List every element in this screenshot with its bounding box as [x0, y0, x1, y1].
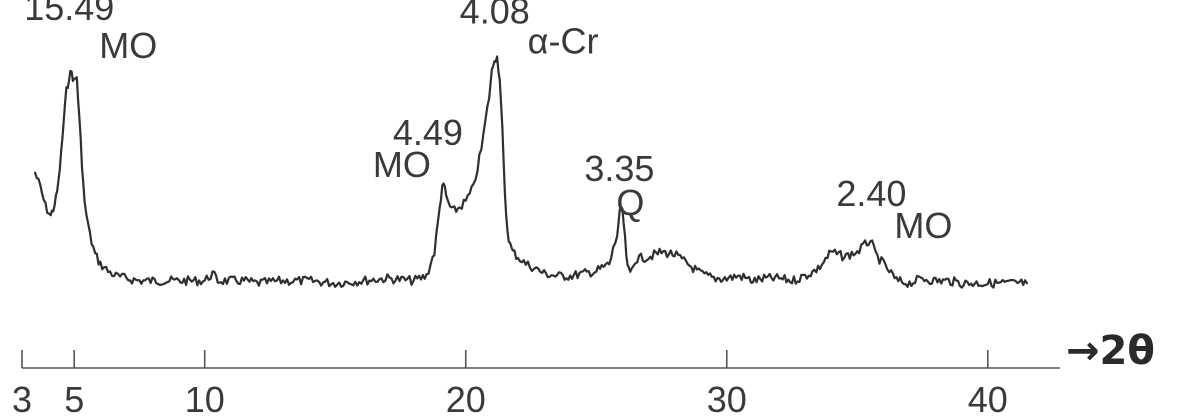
diffraction-trace: [34, 55, 1028, 289]
x-tick-label: 3: [12, 379, 32, 416]
peak-d-spacing-label: 2.40: [836, 173, 906, 214]
peak-d-spacing-label: 15.49: [24, 0, 114, 28]
peak-phase-label: Q: [616, 182, 644, 223]
peak-d-spacing-label: 3.35: [584, 148, 654, 189]
x-tick-label: 10: [185, 379, 225, 416]
x-axis-ticks: 3 5 10 20 30 40: [12, 350, 1008, 416]
x-tick-label: 5: [64, 379, 84, 416]
x-tick-label: 30: [707, 379, 747, 416]
peak-d-spacing-label: 4.08: [460, 0, 530, 32]
x-tick-label: 40: [968, 379, 1008, 416]
peak-phase-label: α-Cr: [528, 21, 599, 62]
peak-d-spacing-label: 4.49: [393, 112, 463, 153]
x-axis-title: →2θ: [1066, 328, 1155, 374]
peak-phase-label: MO: [894, 205, 952, 246]
peak-phase-label: MO: [373, 144, 431, 185]
peak-phase-label: MO: [99, 25, 157, 66]
x-tick-label: 20: [446, 379, 486, 416]
